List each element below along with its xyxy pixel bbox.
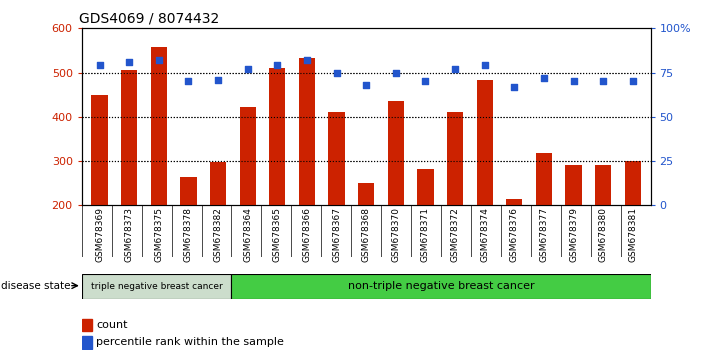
Point <box>627 79 638 84</box>
Text: disease state: disease state <box>1 281 71 291</box>
Text: triple negative breast cancer: triple negative breast cancer <box>91 282 223 291</box>
Bar <box>151 47 167 205</box>
Bar <box>417 169 434 205</box>
Bar <box>269 68 285 205</box>
Bar <box>358 183 374 205</box>
Bar <box>299 58 315 205</box>
Bar <box>506 199 523 205</box>
Bar <box>625 161 641 205</box>
Bar <box>82 319 92 331</box>
Point <box>597 79 609 84</box>
Point <box>479 63 491 68</box>
Bar <box>536 153 552 205</box>
Bar <box>595 165 611 205</box>
Bar <box>328 113 345 205</box>
Bar <box>240 107 256 205</box>
Bar <box>387 101 404 205</box>
Point <box>272 63 283 68</box>
Point <box>153 57 164 63</box>
Bar <box>565 165 582 205</box>
Bar <box>232 274 651 299</box>
Point <box>94 63 105 68</box>
Point <box>301 57 313 63</box>
Bar <box>82 274 232 299</box>
Text: non-triple negative breast cancer: non-triple negative breast cancer <box>348 281 535 291</box>
Point <box>242 66 253 72</box>
Bar <box>92 95 107 205</box>
Point <box>538 75 550 81</box>
Bar <box>121 70 137 205</box>
Bar <box>181 177 196 205</box>
Point <box>508 84 520 90</box>
Point <box>568 79 579 84</box>
Point <box>390 70 402 75</box>
Text: percentile rank within the sample: percentile rank within the sample <box>96 337 284 347</box>
Point <box>449 66 461 72</box>
Point <box>419 79 431 84</box>
Text: count: count <box>96 320 127 330</box>
Point <box>360 82 372 88</box>
Bar <box>210 162 226 205</box>
Bar <box>82 336 92 349</box>
Point <box>124 59 135 65</box>
Bar <box>476 80 493 205</box>
Point <box>213 77 224 82</box>
Bar <box>447 113 463 205</box>
Point <box>183 79 194 84</box>
Point <box>331 70 342 75</box>
Text: GDS4069 / 8074432: GDS4069 / 8074432 <box>79 12 219 26</box>
